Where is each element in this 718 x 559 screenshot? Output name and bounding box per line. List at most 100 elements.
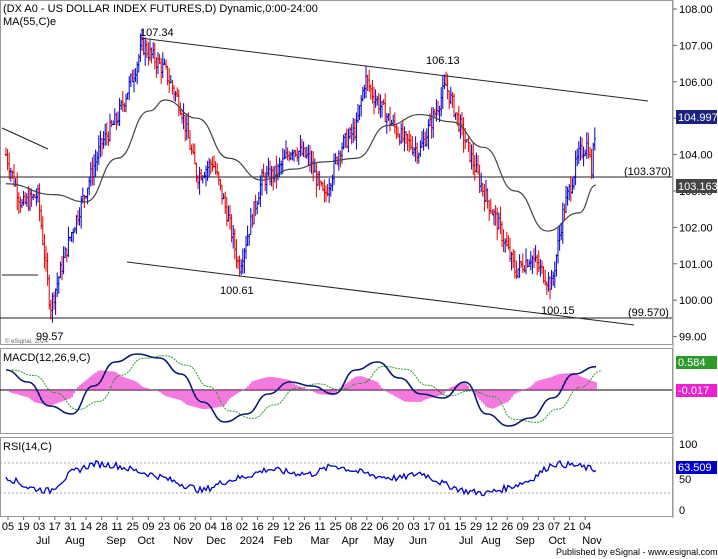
ohlc-bar	[376, 95, 379, 106]
chart-title: (DX A0 - US DOLLAR INDEX FUTURES,D) Dyna…	[3, 3, 318, 15]
ohlc-bar	[550, 269, 553, 290]
macd-title: MACD(12,26,9,C)	[3, 352, 90, 364]
ohlc-bar	[552, 271, 555, 286]
ohlc-bar	[273, 165, 276, 183]
ohlc-bar	[368, 69, 371, 92]
ohlc-bar	[363, 84, 366, 99]
old-trend-line	[1, 127, 49, 150]
ohlc-bar	[11, 170, 14, 179]
ohlc-bar	[22, 190, 25, 206]
level-label-103370: (103.370)	[624, 166, 671, 178]
ohlc-bar	[236, 256, 240, 270]
x-tick-month: Mar	[311, 535, 330, 547]
ohlc-bar	[502, 229, 505, 252]
x-tick-day: 04	[205, 521, 217, 533]
ohlc-bar	[256, 200, 259, 215]
ohlc-bar	[400, 123, 403, 145]
x-tick-month: Nov	[173, 535, 193, 547]
ohlc-bars	[4, 29, 596, 323]
price-tick-label: 100.00	[679, 295, 713, 307]
ohlc-bar	[556, 228, 560, 264]
ohlc-bar	[302, 141, 305, 157]
ohlc-bar	[25, 193, 28, 207]
ohlc-bar	[121, 90, 124, 112]
ohlc-bar	[481, 182, 484, 197]
ohlc-bar	[211, 156, 214, 172]
ohlc-bar	[497, 212, 500, 230]
ohlc-bar	[248, 233, 251, 246]
ohlc-bar	[291, 149, 294, 161]
ohlc-bar	[398, 133, 401, 146]
ohlc-bar	[500, 221, 504, 247]
x-tick-day: 09	[517, 521, 529, 533]
x-tick-day: 01	[439, 521, 451, 533]
ohlc-bar	[451, 91, 454, 108]
ohlc-bar	[224, 191, 227, 214]
ohlc-bar	[217, 171, 220, 186]
ohlc-bar	[59, 261, 62, 279]
ohlc-bar	[448, 90, 451, 110]
ohlc-bar	[110, 119, 113, 128]
ohlc-bar	[238, 255, 241, 277]
ohlc-bar	[142, 36, 145, 56]
ohlc-bar	[174, 90, 177, 102]
ohlc-bar	[252, 201, 256, 225]
ohlc-bar	[131, 69, 134, 83]
ohlc-bar	[60, 255, 64, 281]
ohlc-bar	[48, 274, 51, 310]
ohlc-bar	[283, 149, 286, 160]
ohlc-bar	[227, 205, 230, 222]
ohlc-bar	[483, 183, 486, 212]
ohlc-bar	[454, 112, 457, 120]
ohlc-bar	[308, 145, 312, 173]
price-tick-label: 108.00	[679, 4, 713, 16]
ohlc-bar	[334, 153, 337, 165]
ohlc-bar	[449, 86, 452, 105]
ohlc-bar	[318, 170, 321, 191]
ohlc-bar	[188, 130, 192, 151]
price-tick-label: 102.00	[679, 222, 713, 234]
ohlc-bar	[129, 73, 132, 88]
ohlc-bar	[534, 245, 537, 263]
ohlc-bar	[585, 132, 588, 159]
ohlc-bar	[177, 89, 180, 117]
x-tick-day: 25	[329, 521, 341, 533]
ohlc-bar	[584, 149, 587, 157]
x-tick-day: 23	[532, 521, 544, 533]
ohlc-bar	[107, 131, 110, 146]
ohlc-bar	[262, 163, 265, 177]
x-tick-day: 17	[423, 521, 435, 533]
ohlc-bar	[128, 76, 131, 101]
macd-value-box	[676, 356, 717, 369]
trend-channel	[0, 37, 672, 326]
macd-value: 0.584	[678, 357, 706, 369]
ohlc-bar	[440, 87, 443, 117]
ohlc-bar	[264, 172, 267, 191]
ohlc-bar	[267, 157, 270, 177]
ohlc-bar	[492, 208, 496, 226]
ohlc-bar	[220, 184, 224, 205]
ohlc-bar	[206, 160, 209, 181]
x-tick-day: 03	[407, 521, 419, 533]
macd-line	[5, 353, 597, 427]
ohlc-bar	[395, 123, 398, 139]
ohlc-bar	[36, 184, 40, 203]
ohlc-bar	[118, 97, 121, 126]
ohlc-bar	[462, 117, 465, 153]
x-tick-day: 08	[345, 521, 357, 533]
ohlc-bar	[475, 152, 478, 173]
x-tick-day: 05	[2, 521, 14, 533]
ma-value-box	[676, 179, 717, 193]
ohlc-bar	[393, 112, 396, 134]
ohlc-bar	[412, 146, 416, 157]
rsi-line	[5, 459, 597, 497]
ohlc-bar	[536, 254, 539, 276]
x-tick-day: 22	[361, 521, 373, 533]
ohlc-bar	[97, 135, 100, 165]
ohlc-bar	[347, 128, 350, 153]
x-tick-day: 26	[298, 521, 310, 533]
price-tick-label: 99.00	[679, 332, 707, 344]
ohlc-bar	[457, 105, 460, 133]
ohlc-bar	[532, 248, 536, 269]
